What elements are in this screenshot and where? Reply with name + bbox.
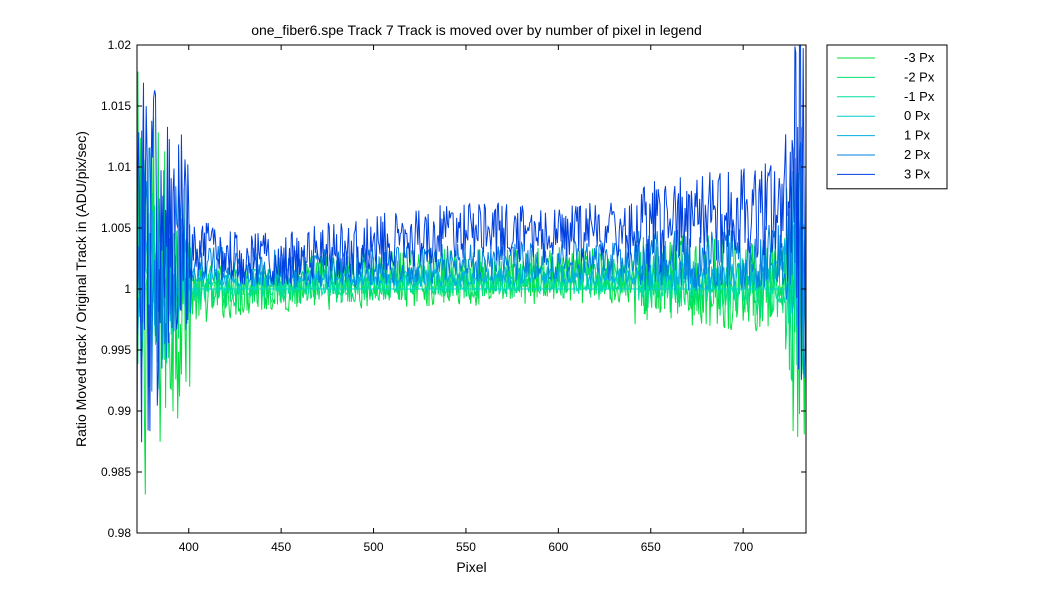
y-tick-label: 0.98 (108, 526, 132, 540)
x-tick-label: 400 (179, 540, 199, 554)
series-line (137, 45, 806, 467)
x-tick-label: 700 (733, 540, 753, 554)
legend-label: 2 Px (904, 147, 931, 162)
x-tick-label: 650 (641, 540, 661, 554)
legend: -3 Px -2 Px -1 Px 0 Px 1 Px 2 Px 3 Px (826, 44, 948, 190)
legend-label: 1 Px (904, 128, 931, 143)
y-tick-label: 0.995 (101, 343, 131, 357)
y-tick-label: 1.01 (108, 160, 132, 174)
legend-label: 0 Px (904, 108, 931, 123)
series-group (137, 45, 806, 495)
chart-title: one_fiber6.spe Track 7 Track is moved ov… (251, 22, 702, 38)
y-tick-label: 0.99 (108, 404, 132, 418)
x-tick-label: 550 (456, 540, 476, 554)
x-axis-label: Pixel (456, 559, 486, 575)
legend-label: -1 Px (904, 89, 935, 104)
x-tick-label: 450 (271, 540, 291, 554)
y-tick-label: 1.015 (101, 99, 131, 113)
legend-box (826, 44, 948, 190)
legend-label: 3 Px (904, 166, 931, 181)
legend-label: -2 Px (904, 69, 935, 84)
y-axis-label: Ratio Moved track / Original Track in (A… (73, 131, 89, 447)
y-tick-label: 1.02 (108, 38, 132, 52)
legend-label: -3 Px (904, 50, 935, 65)
y-axis: 0.98 0.985 0.99 0.995 1 1.005 1.01 1.015 1.02 (101, 38, 806, 540)
x-axis: 400 450 500 550 600 650 700 (179, 45, 753, 554)
x-tick-label: 500 (364, 540, 384, 554)
x-tick-label: 600 (548, 540, 568, 554)
y-tick-label: 1 (124, 282, 131, 296)
plot-area: 400 450 500 550 600 650 700 0.98 0.985 0.99 0.995… (101, 38, 807, 554)
y-tick-label: 1.005 (101, 221, 131, 235)
y-tick-label: 0.985 (101, 465, 131, 479)
